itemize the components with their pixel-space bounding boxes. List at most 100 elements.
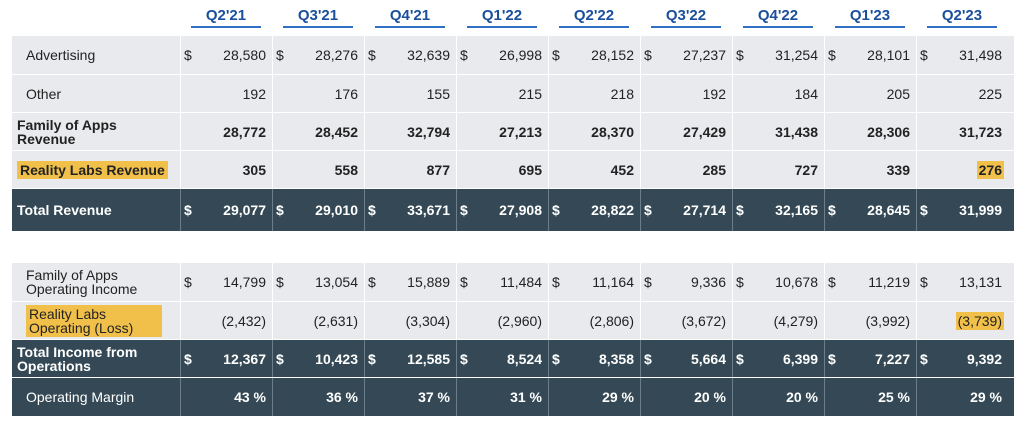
- row-total-income-from-operations-value: 10,423: [315, 351, 358, 367]
- currency-symbol: $: [368, 351, 376, 367]
- row-other-cell-2: 155: [364, 75, 456, 113]
- row-other-cell-3: 215: [456, 75, 548, 113]
- row-total-income-from-operations-cell-2: $12,585: [364, 340, 456, 378]
- row-reality-labs-revenue-value: 695: [518, 162, 542, 178]
- currency-symbol: $: [920, 202, 928, 218]
- row-operating-margin: Operating Margin 43 % 36 % 37 % 31 % 29 % 20 %…: [12, 377, 1014, 416]
- currency-symbol: $: [736, 351, 744, 367]
- row-operating-margin-cell-7: 25 %: [824, 378, 916, 416]
- row-operating-margin-label: Operating Margin: [12, 378, 180, 416]
- row-family-of-apps-operating-income-cell-1: $13,054: [272, 263, 364, 301]
- currency-symbol: $: [736, 274, 744, 290]
- row-other-label: Other: [12, 75, 180, 113]
- row-family-of-apps-operating-income-cell-8: $13,131: [916, 263, 1008, 301]
- currency-symbol: $: [184, 274, 192, 290]
- row-other-cell-7: 205: [824, 75, 916, 113]
- currency-symbol: $: [184, 202, 192, 218]
- row-advertising-label: Advertising: [12, 36, 180, 74]
- currency-symbol: $: [276, 274, 284, 290]
- currency-symbol: $: [552, 351, 560, 367]
- row-reality-labs-operating-loss-cell-6: (4,279): [732, 302, 824, 340]
- row-advertising-value: 31,254: [775, 47, 818, 63]
- row-operating-margin-value: 31 %: [510, 389, 542, 405]
- quarter-header-6: Q4'22: [743, 7, 813, 28]
- row-other-value: 225: [978, 86, 1002, 102]
- row-reality-labs-revenue-cell-5: 285: [640, 151, 732, 189]
- row-other-value: 215: [518, 86, 542, 102]
- row-other-label-text: Other: [26, 86, 62, 102]
- row-reality-labs-operating-loss-cell-4: (2,806): [548, 302, 640, 340]
- row-total-revenue-cell-6: $32,165: [732, 189, 824, 231]
- currency-symbol: $: [644, 47, 652, 63]
- row-total-revenue-label-text: Total Revenue: [17, 202, 112, 218]
- row-operating-margin-value: 29 %: [970, 389, 1002, 405]
- row-other-cell-0: 192: [180, 75, 272, 113]
- row-operating-margin-value: 43 %: [234, 389, 266, 405]
- row-family-of-apps-revenue: Family of Apps Revenue 28,772 28,452 32,794…: [12, 112, 1014, 151]
- currency-symbol: $: [552, 202, 560, 218]
- row-reality-labs-operating-loss-cell-8: (3,739): [916, 302, 1008, 340]
- row-total-income-from-operations-cell-8: $9,392: [916, 340, 1008, 378]
- row-family-of-apps-revenue-label: Family of Apps Revenue: [12, 113, 162, 151]
- row-family-of-apps-revenue-value: 32,794: [407, 124, 450, 140]
- row-family-of-apps-operating-income-label-text: Family of Apps Operating Income: [26, 267, 138, 297]
- row-family-of-apps-revenue-cell-3: 27,213: [456, 113, 548, 151]
- row-reality-labs-operating-loss-value: (3,992): [865, 313, 910, 329]
- row-family-of-apps-operating-income-cell-3: $11,484: [456, 263, 548, 301]
- row-total-revenue-value: 33,671: [407, 202, 450, 218]
- row-total-revenue-cell-8: $31,999: [916, 189, 1008, 231]
- row-total-revenue-value: 27,714: [683, 202, 726, 218]
- row-family-of-apps-revenue-cell-6: 31,438: [732, 113, 824, 151]
- currency-symbol: $: [460, 202, 468, 218]
- row-total-income-from-operations-value: 5,664: [690, 351, 726, 367]
- row-advertising-value: 28,152: [591, 47, 634, 63]
- currency-symbol: $: [184, 47, 192, 63]
- row-advertising-cell-5: $27,237: [640, 36, 732, 74]
- row-family-of-apps-operating-income-value: 11,219: [868, 274, 910, 290]
- row-reality-labs-revenue: Reality Labs Revenue 305 558 877 695 452 285 72…: [12, 150, 1014, 189]
- row-advertising-value: 31,498: [959, 47, 1002, 63]
- row-other-cell-1: 176: [272, 75, 364, 113]
- currency-symbol: $: [276, 202, 284, 218]
- row-total-income-from-operations-value: 8,358: [598, 351, 634, 367]
- row-other-value: 218: [610, 86, 634, 102]
- row-advertising-value: 28,276: [315, 47, 358, 63]
- row-total-revenue-cell-0: $29,077: [180, 189, 272, 231]
- row-total-income-from-operations-cell-6: $6,399: [732, 340, 824, 378]
- row-total-income-from-operations-cell-5: $5,664: [640, 340, 732, 378]
- row-family-of-apps-operating-income-cell-6: $10,678: [732, 263, 824, 301]
- row-family-of-apps-revenue-cell-4: 28,370: [548, 113, 640, 151]
- row-family-of-apps-operating-income-cell-0: $14,799: [180, 263, 272, 301]
- row-total-income-from-operations-value: 6,399: [782, 351, 818, 367]
- row-other-cell-6: 184: [732, 75, 824, 113]
- currency-symbol: $: [828, 274, 836, 290]
- row-reality-labs-revenue-value: 285: [702, 162, 726, 178]
- row-total-income-from-operations-label-text: Total Income from Operations: [17, 344, 138, 374]
- row-total-revenue-cell-1: $29,010: [272, 189, 364, 231]
- currency-symbol: $: [920, 351, 928, 367]
- row-total-revenue: Total Revenue $29,077 $29,010 $33,671 $27,90…: [12, 188, 1014, 231]
- row-reality-labs-operating-loss-value: (2,631): [313, 313, 358, 329]
- row-family-of-apps-operating-income-cell-7: $11,219: [824, 263, 916, 301]
- row-advertising-cell-3: $26,998: [456, 36, 548, 74]
- row-family-of-apps-revenue-cell-1: 28,452: [272, 113, 364, 151]
- currency-symbol: $: [828, 47, 836, 63]
- quarter-header: Q2'21 Q3'21 Q4'21 Q1'22 Q2'22 Q3'22 Q4'22 Q1'23…: [0, 0, 1024, 34]
- revenue-table: Advertising $28,580 $28,276 $32,639 $26,998 $…: [12, 36, 1014, 231]
- row-reality-labs-revenue-cell-7: 339: [824, 151, 916, 189]
- row-other-value: 184: [794, 86, 818, 102]
- row-total-income-from-operations-value: 12,367: [223, 351, 266, 367]
- row-other-value: 192: [702, 86, 726, 102]
- row-operating-margin-value: 29 %: [602, 389, 634, 405]
- row-family-of-apps-revenue-cell-8: 31,723: [916, 113, 1008, 151]
- row-reality-labs-operating-loss-cell-0: (2,432): [180, 302, 272, 340]
- row-advertising-value: 26,998: [499, 47, 542, 63]
- row-total-revenue-value: 28,645: [867, 202, 910, 218]
- row-advertising-cell-6: $31,254: [732, 36, 824, 74]
- row-operating-margin-value: 25 %: [878, 389, 910, 405]
- row-operating-margin-value: 20 %: [694, 389, 726, 405]
- row-advertising-cell-1: $28,276: [272, 36, 364, 74]
- row-operating-margin-cell-5: 20 %: [640, 378, 732, 416]
- row-reality-labs-operating-loss-value: (3,304): [405, 313, 450, 329]
- currency-symbol: $: [644, 351, 652, 367]
